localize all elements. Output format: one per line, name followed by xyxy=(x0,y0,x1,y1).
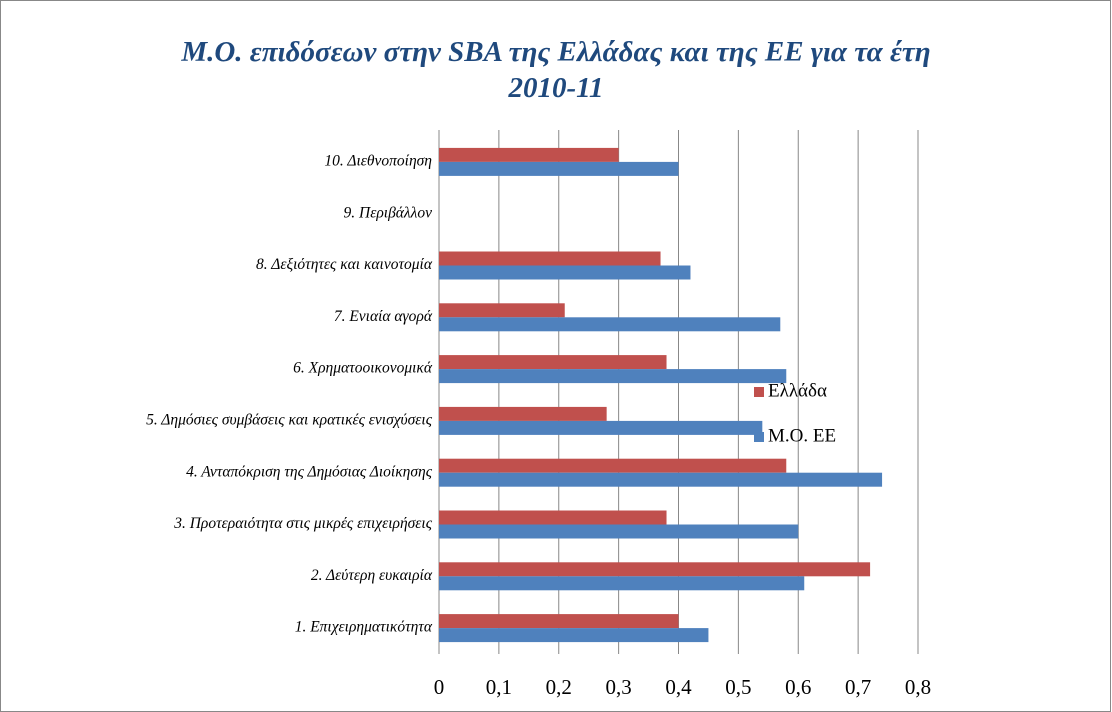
x-tick-label: 0,1 xyxy=(486,675,512,699)
y-tick-label: 5. Δημόσιες συμβάσεις και κρατικές ενισχ… xyxy=(146,411,433,428)
y-tick-label: 2. Δεύτερη ευκαιρία xyxy=(311,567,433,584)
y-tick-label: 1. Επιχειρηματικότητα xyxy=(295,619,433,636)
x-tick-label: 0,8 xyxy=(905,675,931,699)
x-tick-label: 0,3 xyxy=(606,675,632,699)
legend-swatch xyxy=(754,432,764,442)
x-tick-label: 0 xyxy=(434,675,445,699)
bar xyxy=(439,265,691,280)
legend-label: Ελλάδα xyxy=(768,380,827,401)
bar xyxy=(439,524,799,539)
bar xyxy=(439,458,787,473)
bar xyxy=(439,251,661,266)
x-tick-label: 0,2 xyxy=(546,675,572,699)
y-tick-label: 3. Προτεραιότητα στις μικρές επιχειρήσει… xyxy=(173,515,432,532)
bar xyxy=(439,614,679,629)
y-tick-label: 4. Ανταπόκριση της Δημόσιας Διοίκησης xyxy=(186,463,433,480)
bar xyxy=(439,562,871,577)
x-tick-label: 0,5 xyxy=(725,675,751,699)
legend-swatch xyxy=(754,387,764,397)
y-tick-label: 10. Διεθνοποίηση xyxy=(324,152,432,169)
bar xyxy=(439,161,679,176)
bar xyxy=(439,369,787,384)
y-tick-label: 6. Χρηματοοικονομικά xyxy=(293,360,433,377)
bar xyxy=(439,303,565,318)
x-tick-label: 0,4 xyxy=(665,675,692,699)
bar xyxy=(439,420,763,435)
legend-label: Μ.Ο. ΕΕ xyxy=(768,425,836,446)
bar xyxy=(439,472,883,487)
y-tick-label: 7. Ενιαία αγορά xyxy=(334,308,433,325)
bar xyxy=(439,355,667,370)
bar xyxy=(439,317,781,332)
bar xyxy=(439,406,607,421)
bar xyxy=(439,628,709,643)
bar xyxy=(439,147,619,162)
y-tick-label: 8. Δεξιότητες και καινοτομία xyxy=(256,256,433,273)
bar xyxy=(439,510,667,525)
chart-title: Μ.Ο. επιδόσεων στην SBA της Ελλάδας και … xyxy=(181,36,931,104)
y-tick-label: 9. Περιβάλλον xyxy=(344,204,433,221)
bar xyxy=(439,576,805,591)
x-tick-label: 0,7 xyxy=(845,675,871,699)
x-tick-label: 0,6 xyxy=(785,675,811,699)
